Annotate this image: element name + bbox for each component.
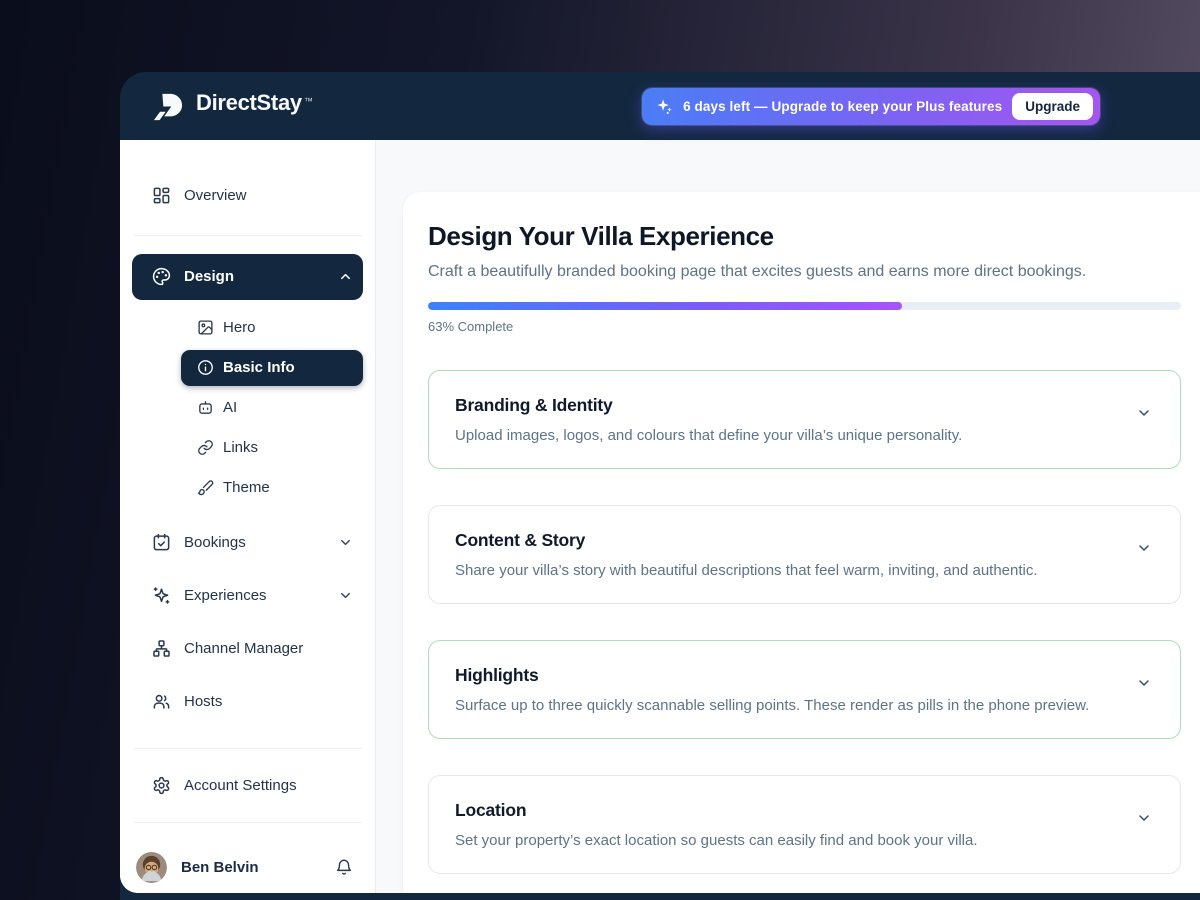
people-icon (153, 695, 170, 709)
sidebar-divider (133, 821, 362, 823)
section-title: Branding & Identity (455, 395, 613, 415)
sidebar-item-hosts[interactable]: Hosts (132, 679, 363, 724)
content-shell: Overview Design Hero (120, 140, 1200, 893)
sidebar-subitem-theme[interactable]: Theme (132, 468, 363, 508)
page-title: Design Your Villa Experience (428, 221, 774, 251)
section-card-location[interactable]: Location Set your property’s exact locat… (428, 775, 1181, 874)
progress-bar (428, 302, 1181, 310)
brand-name: DirectStay ™ (196, 90, 313, 115)
avatar (136, 851, 167, 883)
chevron-down-icon[interactable] (1136, 675, 1152, 691)
sidebar-divider (133, 235, 362, 237)
bell-icon[interactable] (335, 858, 353, 876)
chevron-down-icon[interactable] (1136, 405, 1152, 421)
sidebar-item-label: Account Settings (184, 776, 297, 794)
banner-text: 6 days left — Upgrade to keep your Plus … (683, 98, 1003, 114)
brand-logo[interactable]: DirectStay ™ (150, 90, 313, 122)
sidebar-item-label: Bookings (184, 533, 246, 551)
sidebar-item-label: Channel Manager (184, 640, 304, 658)
section-card-content-story[interactable]: Content & Story Share your villa’s story… (428, 505, 1181, 604)
sparkle-icon (657, 98, 672, 114)
progress-fill (428, 302, 903, 310)
chevron-down-icon (341, 592, 350, 598)
sidebar-item-bookings[interactable]: Bookings (132, 520, 363, 565)
sidebar-divider (133, 747, 362, 749)
sidebar-item-account-settings[interactable]: Account Settings (132, 764, 363, 807)
sparkles-icon (153, 587, 170, 604)
section-card-highlights[interactable]: Highlights Surface up to three quickly s… (428, 640, 1181, 739)
upgrade-button[interactable]: Upgrade (1012, 92, 1093, 120)
sidebar-subitem-hero[interactable]: Hero (132, 308, 363, 348)
sidebar-item-label: Experiences (184, 586, 267, 604)
sidebar-subitem-basic-info[interactable]: Basic Info (181, 349, 363, 386)
sidebar-subitem-label: Basic Info (223, 359, 295, 377)
sidebar-subitem-label: AI (223, 399, 238, 417)
sidebar-subitem-ai[interactable]: AI (132, 388, 363, 428)
section-list: Branding & Identity Upload images, logos… (428, 370, 1181, 874)
progress-label: 63% Complete (428, 319, 514, 334)
section-card-branding-identity[interactable]: Branding & Identity Upload images, logos… (428, 370, 1181, 469)
chevron-down-icon[interactable] (1136, 810, 1152, 826)
link-icon (198, 440, 213, 455)
sidebar-subitem-label: Hero (223, 319, 256, 337)
sidebar-item-overview[interactable]: Overview (132, 174, 363, 217)
section-title: Location (455, 800, 527, 820)
sidebar-subitem-label: Theme (223, 479, 270, 497)
trademark: ™ (303, 95, 313, 106)
sidebar-item-design[interactable]: Design (132, 254, 363, 300)
palette-icon (152, 268, 171, 286)
robot-icon (199, 401, 212, 414)
section-description: Surface up to three quickly scannable se… (455, 697, 1090, 714)
design-sub-menu: Hero Basic Info AI (132, 308, 363, 508)
section-description: Share your villa’s story with beautiful … (455, 562, 1038, 579)
sidebar: Overview Design Hero (120, 140, 376, 893)
user-profile-row[interactable]: Ben Belvin (132, 842, 363, 893)
chevron-up-icon (341, 274, 350, 280)
sidebar-item-label: Hosts (184, 693, 223, 711)
sidebar-item-label: Design (184, 268, 235, 286)
trial-upgrade-banner: 6 days left — Upgrade to keep your Plus … (642, 87, 1100, 125)
sidebar-subitem-label: Links (223, 439, 259, 457)
sidebar-item-experiences[interactable]: Experiences (132, 573, 363, 618)
sidebar-item-label: Overview (184, 187, 247, 205)
chevron-down-icon (341, 539, 350, 545)
chevron-down-icon[interactable] (1136, 540, 1152, 556)
page-subtitle: Craft a beautifully branded booking page… (428, 263, 1087, 280)
info-icon (198, 360, 213, 375)
section-title: Content & Story (455, 530, 586, 550)
calendar-check-icon (153, 533, 170, 551)
main-area: Design Your Villa Experience Craft a bea… (376, 140, 1200, 893)
section-description: Upload images, logos, and colours that d… (455, 427, 963, 444)
sidebar-item-channel-manager[interactable]: Channel Manager (132, 626, 363, 671)
brush-icon (197, 480, 214, 496)
gear-icon (153, 776, 170, 794)
section-description: Set your property’s exact location so gu… (455, 832, 978, 849)
section-title: Highlights (455, 665, 539, 685)
sitemap-icon (153, 640, 170, 657)
design-panel: Design Your Villa Experience Craft a bea… (403, 192, 1200, 893)
image-icon (198, 320, 213, 335)
sidebar-subitem-links[interactable]: Links (132, 428, 363, 468)
top-header: DirectStay ™ 6 days left — Upgrade to kee… (120, 72, 1200, 140)
directstay-logo-icon (153, 93, 183, 121)
user-name: Ben Belvin (181, 858, 259, 876)
dashboard-grid-icon (153, 187, 170, 204)
app-window: DirectStay ™ 6 days left — Upgrade to kee… (120, 72, 1200, 900)
